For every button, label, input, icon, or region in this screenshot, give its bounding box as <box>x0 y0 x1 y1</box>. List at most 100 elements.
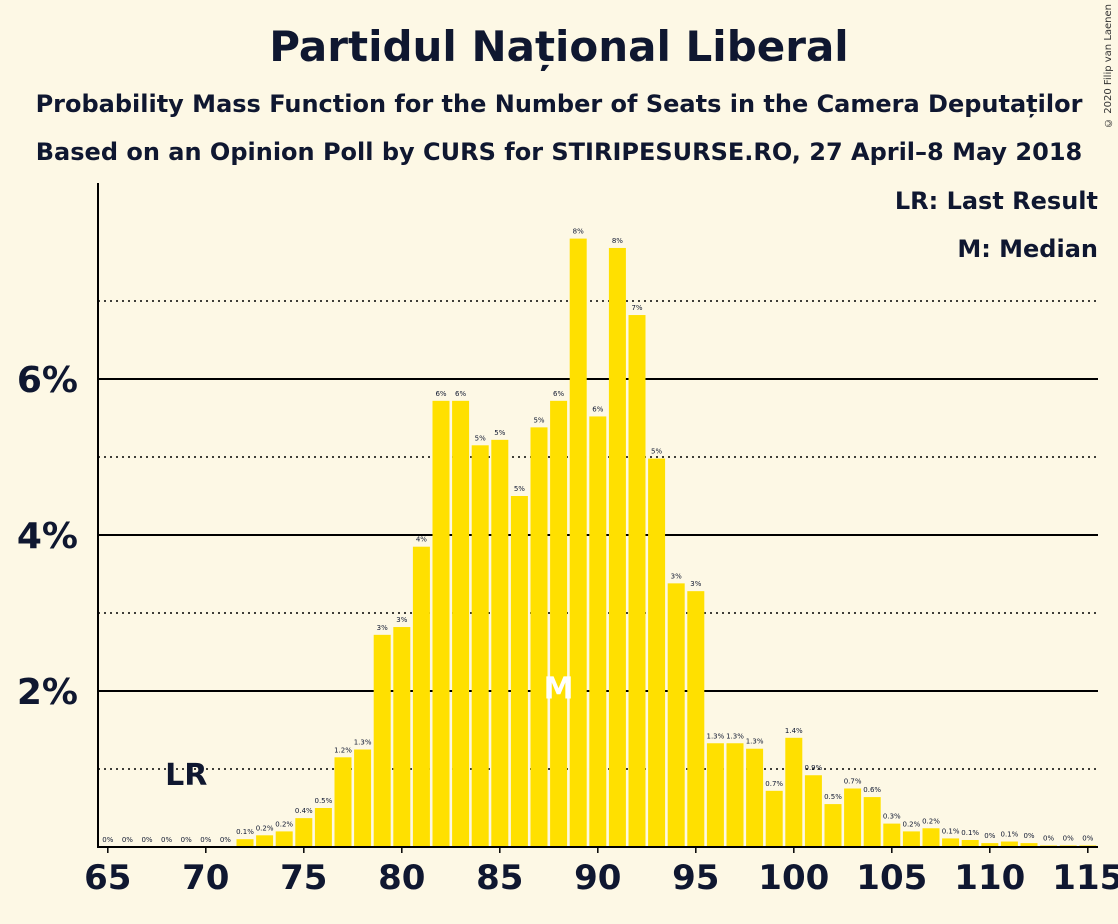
data-label: 0% <box>102 836 113 844</box>
data-label: 0.2% <box>275 820 293 828</box>
bar <box>432 400 450 847</box>
data-label: 0.1% <box>236 828 254 836</box>
legend-median: M: Median <box>957 235 1098 263</box>
data-label: 0.5% <box>824 793 842 801</box>
data-label: 3% <box>690 580 701 588</box>
y-tick-label: 4% <box>17 516 78 557</box>
bar <box>608 247 626 847</box>
data-label: 0.3% <box>883 813 901 821</box>
x-tick-label: 95 <box>672 858 719 898</box>
data-label: 4% <box>416 536 427 544</box>
x-tick-label: 85 <box>476 858 523 898</box>
data-label: 0.1% <box>942 827 960 835</box>
data-label: 0.5% <box>315 797 333 805</box>
bar <box>785 737 803 847</box>
data-label: 1.3% <box>726 732 744 740</box>
data-label: 6% <box>435 390 446 398</box>
data-label: 5% <box>475 434 486 442</box>
bar <box>256 835 274 847</box>
x-tick-label: 110 <box>954 858 1025 898</box>
data-label: 0.4% <box>295 807 313 815</box>
bar <box>706 743 724 847</box>
data-label: 8% <box>573 228 584 236</box>
bar <box>550 400 568 847</box>
data-label: 3% <box>671 572 682 580</box>
data-label: 0% <box>984 832 995 840</box>
data-labels: 0% 0% 0% 0% 0% 0% 0%0.1% 0.2% 0.2%0.4%0.5%1.2%1.… <box>102 228 1093 844</box>
data-label: 8% <box>612 237 623 245</box>
data-label: 0.7% <box>765 780 783 788</box>
data-label: 0% <box>200 836 211 844</box>
bar <box>1000 841 1018 847</box>
x-tick-label: 115 <box>1052 858 1118 898</box>
bar <box>295 818 313 847</box>
data-label: 0.7% <box>844 778 862 786</box>
x-tick-label: 65 <box>84 858 131 898</box>
bar <box>314 808 332 847</box>
data-label: 1.4% <box>785 727 803 735</box>
data-label: 3% <box>377 624 388 632</box>
data-label: 1.3% <box>746 738 764 746</box>
data-label: 0.1% <box>1001 831 1019 839</box>
bar <box>981 843 999 847</box>
y-tick-label: 6% <box>17 360 78 401</box>
bar <box>275 831 293 847</box>
bar <box>726 743 744 847</box>
data-label: 0.6% <box>863 786 881 794</box>
data-label: 5% <box>514 485 525 493</box>
data-label: 0% <box>122 836 133 844</box>
data-label: 5% <box>651 448 662 456</box>
bar <box>883 823 901 847</box>
data-label: 0.2% <box>256 824 274 832</box>
x-tick-label: 70 <box>182 858 229 898</box>
bar <box>746 748 764 847</box>
bar <box>569 238 587 848</box>
data-label: 0.1% <box>961 829 979 837</box>
bar <box>902 831 920 847</box>
data-label: 6% <box>592 405 603 413</box>
data-label: 6% <box>455 390 466 398</box>
bar <box>393 627 411 847</box>
data-label: 0.9% <box>805 764 823 772</box>
bar <box>471 445 489 847</box>
axes: 2% 4% 6% 65 70 75 80 85 90 95 100 105 110 115 <box>17 183 1118 898</box>
bar <box>373 634 391 847</box>
bar <box>589 416 607 847</box>
legend-last-result: LR: Last Result <box>895 187 1098 215</box>
data-label: 7% <box>631 304 642 312</box>
chart-subtitle-source: Based on an Opinion Poll by CURS for STI… <box>35 138 1083 166</box>
x-tick-label: 90 <box>574 858 621 898</box>
data-label: 0.2% <box>903 820 921 828</box>
data-label: 0% <box>1023 832 1034 840</box>
bar <box>452 400 470 847</box>
x-tick-label: 80 <box>378 858 425 898</box>
bar <box>491 439 509 847</box>
bar <box>942 838 960 847</box>
bar <box>1020 843 1038 847</box>
x-tick-label: 100 <box>758 858 829 898</box>
data-label: 0% <box>181 836 192 844</box>
data-label: 3% <box>396 616 407 624</box>
data-label: 1.3% <box>354 739 372 747</box>
data-label: 5% <box>533 416 544 424</box>
median-marker: M <box>544 671 574 706</box>
data-label: 1.3% <box>707 732 725 740</box>
y-tick-label: 2% <box>17 672 78 713</box>
bar <box>687 591 705 847</box>
bar <box>530 427 548 847</box>
data-label: 0% <box>161 836 172 844</box>
chart-title: Partidul Național Liberal <box>269 22 849 71</box>
bar <box>354 749 372 847</box>
data-label: 1.2% <box>334 746 352 754</box>
bar <box>922 828 940 847</box>
bar <box>765 790 783 847</box>
chart-subtitle: Probability Mass Function for the Number… <box>35 90 1083 118</box>
bar <box>510 496 528 847</box>
x-tick-label: 75 <box>280 858 327 898</box>
data-label: 0% <box>220 836 231 844</box>
data-label: 0% <box>1063 834 1074 842</box>
data-label: 0% <box>141 836 152 844</box>
x-tick-label: 105 <box>856 858 927 898</box>
bar <box>844 788 862 847</box>
